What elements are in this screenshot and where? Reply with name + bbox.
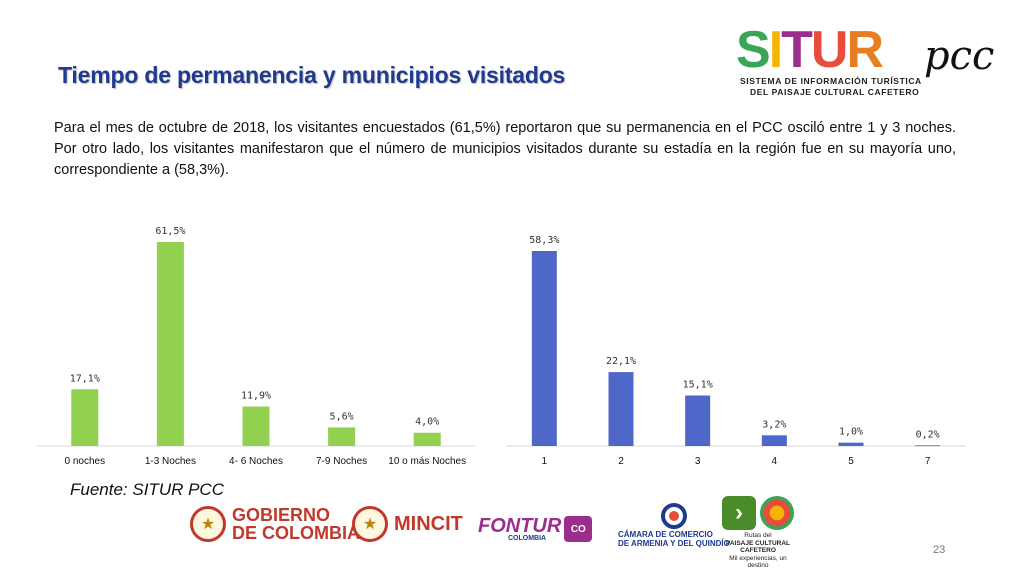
- bar: [761, 435, 787, 446]
- coat-of-arms-icon: ★: [352, 506, 388, 542]
- mincit-text: MINCIT: [394, 512, 463, 535]
- logo-letter-r: R: [846, 21, 884, 79]
- bar: [838, 442, 864, 446]
- flower-icon: [760, 496, 794, 530]
- situr-wordmark: SITUR: [736, 21, 884, 79]
- situr-pcc-logo: SITUR pcc SISTEMA DE INFORMACIÓN TURÍSTI…: [736, 22, 1000, 98]
- x-tick-label: 1-3 Noches: [145, 456, 196, 467]
- rutas-pcc-logo: › Rutas del PAISAJE CULTURAL CAFETERO Mi…: [718, 496, 798, 570]
- gobierno-colombia-logo: ★ GOBIERNO DE COLOMBIA: [190, 506, 360, 542]
- data-label: 61,5%: [155, 226, 185, 237]
- bar: [156, 242, 184, 446]
- logo-letter-t: T: [781, 21, 813, 79]
- data-label: 22,1%: [606, 356, 636, 367]
- nights-bar-chart: 17,1% 0 noches 61,5% 1-3 Noches 11,9% 4- 6 No…: [36, 226, 476, 467]
- bar: [71, 389, 99, 446]
- rutas-line3: Mil experiencias, un destino: [729, 554, 787, 570]
- mincit-logo: ★ MINCIT: [352, 506, 463, 542]
- fontur-sub: COLOMBIA: [508, 534, 547, 542]
- bar: [915, 445, 941, 447]
- x-tick-label: 2: [618, 456, 624, 467]
- data-label: 1,0%: [839, 427, 863, 438]
- fontur-logo: FONTUR COLOMBIA CO: [478, 514, 593, 542]
- logo-subtitle-line2: DEL PAISAJE CULTURAL CAFETERO: [750, 87, 920, 97]
- camara-line1: CÁMARA DE COMERCIO: [618, 530, 713, 539]
- bar: [328, 427, 356, 446]
- logo-letter-u: U: [810, 21, 849, 79]
- data-label: 15,1%: [683, 379, 713, 390]
- page-number: 23: [933, 544, 946, 556]
- camara-line2: DE ARMENIA Y DEL QUINDÍO: [618, 539, 730, 548]
- summary-paragraph: Para el mes de octubre de 2018, los visi…: [54, 120, 956, 178]
- rutas-line2: PAISAJE CULTURAL CAFETERO: [725, 539, 791, 555]
- data-label: 5,6%: [330, 411, 354, 422]
- data-label: 3,2%: [762, 419, 786, 430]
- x-tick-label: 10 o más Noches: [388, 456, 466, 467]
- bar: [685, 395, 711, 446]
- x-tick-label: 1: [542, 456, 548, 467]
- camara-swirl-icon: [660, 503, 687, 529]
- colombia-co-badge: CO: [564, 516, 593, 542]
- camara-comercio-logo: CÁMARA DE COMERCIO DE ARMENIA Y DEL QUIN…: [618, 502, 730, 548]
- slide-title: Tiempo de permanencia y municipios visit…: [58, 62, 566, 88]
- x-tick-label: 4: [772, 456, 778, 467]
- x-tick-label: 3: [695, 456, 701, 467]
- municipios-bar-chart: 58,3% 1 22,1% 2 15,1% 3 3,2% 4 1,0% 5 0,2% 7: [506, 235, 966, 467]
- logo-letter-s: S: [736, 21, 771, 79]
- data-label: 17,1%: [70, 373, 100, 384]
- bar: [242, 406, 270, 446]
- gobierno-line1: GOBIERNO: [232, 505, 331, 525]
- bar: [608, 372, 634, 446]
- data-label: 4,0%: [415, 417, 439, 428]
- logo-letter-i: I: [768, 21, 784, 79]
- data-label: 58,3%: [529, 235, 559, 246]
- data-label: 11,9%: [241, 391, 271, 402]
- bar: [413, 432, 441, 446]
- x-tick-label: 0 noches: [65, 456, 106, 467]
- logo-subtitle-line1: SISTEMA DE INFORMACIÓN TURÍSTICA: [740, 76, 922, 86]
- data-label: 0,2%: [916, 429, 940, 440]
- pcc-wordmark: pcc: [924, 33, 995, 79]
- x-tick-label: 7: [925, 456, 931, 467]
- chevron-right-icon: ›: [722, 496, 756, 530]
- x-tick-label: 5: [848, 456, 854, 467]
- x-tick-label: 4- 6 Noches: [229, 456, 283, 467]
- source-note: Fuente: SITUR PCC: [70, 480, 224, 499]
- x-tick-label: 7-9 Noches: [316, 456, 367, 467]
- fontur-text: FONTUR: [478, 514, 562, 537]
- coat-of-arms-icon: ★: [190, 506, 226, 542]
- gobierno-line2: DE COLOMBIA: [232, 523, 360, 543]
- bar: [531, 251, 557, 446]
- rutas-line1: Rutas del: [744, 532, 772, 539]
